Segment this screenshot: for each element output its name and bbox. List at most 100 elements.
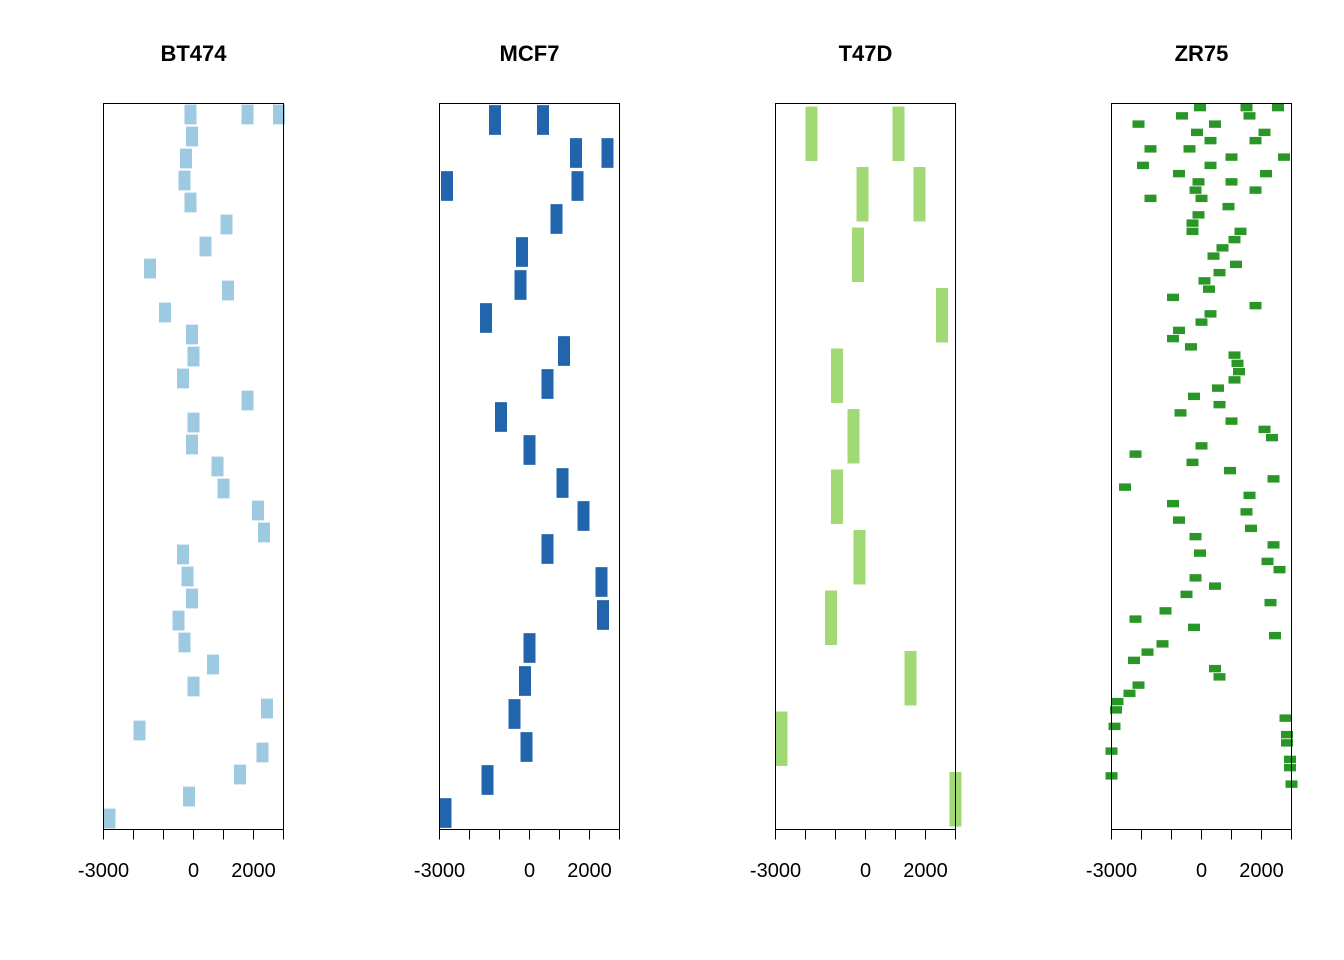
segment-mark — [441, 171, 453, 201]
panel-title: T47D — [839, 41, 893, 66]
segment-mark — [1266, 433, 1278, 442]
segment-mark — [1123, 689, 1136, 698]
segment-mark — [1230, 260, 1242, 269]
x-tick-label: 2000 — [903, 860, 948, 882]
segment-mark — [1279, 714, 1292, 722]
segment-mark — [1228, 235, 1241, 244]
segment-mark — [1264, 598, 1277, 607]
segment-mark — [1111, 697, 1124, 706]
segment-mark — [1194, 549, 1206, 557]
x-tick-label: 2000 — [1239, 860, 1284, 882]
segment-mark — [1185, 343, 1197, 351]
panel-title: ZR75 — [1175, 41, 1229, 66]
segment-mark — [570, 138, 582, 168]
segment-mark — [199, 236, 212, 257]
plot-frame — [439, 103, 620, 830]
segment-mark — [222, 280, 234, 301]
segment-mark — [256, 742, 269, 763]
segment-mark — [1186, 219, 1199, 227]
segment-mark — [1195, 442, 1208, 450]
segment-mark — [1144, 145, 1157, 153]
segment-mark — [1186, 458, 1199, 467]
segment-mark — [180, 148, 192, 169]
segment-mark — [1213, 673, 1226, 681]
segment-mark — [187, 676, 200, 697]
segment-mark — [831, 348, 843, 403]
segment-mark — [1267, 541, 1280, 549]
segment-mark — [831, 469, 843, 524]
segment-mark — [1159, 607, 1172, 615]
segment-mark — [1119, 483, 1131, 491]
segment-mark — [1258, 425, 1271, 434]
segment-mark — [133, 720, 146, 741]
segment-mark — [1243, 491, 1256, 500]
segment-mark — [1110, 706, 1122, 714]
segment-mark — [508, 699, 521, 729]
segment-mark — [144, 258, 156, 279]
x-tick-label: 2000 — [231, 860, 276, 882]
segment-mark — [1207, 252, 1220, 260]
segment-mark — [847, 409, 860, 464]
segment-mark — [489, 105, 501, 135]
segment-mark — [558, 336, 570, 366]
segment-mark — [1234, 227, 1247, 236]
panel-title: BT474 — [160, 41, 227, 66]
segment-mark — [514, 270, 527, 300]
segment-mark — [1225, 417, 1238, 425]
segment-mark — [1183, 145, 1196, 153]
segment-mark — [595, 567, 608, 597]
segment-mark — [1281, 730, 1293, 739]
segment-mark — [177, 544, 189, 565]
segment-mark — [853, 530, 866, 585]
segment-mark — [904, 651, 917, 706]
x-tick-label: -3000 — [1086, 860, 1137, 882]
segment-mark — [241, 390, 254, 411]
segment-mark — [1132, 681, 1145, 689]
segment-mark — [1180, 590, 1193, 599]
segment-mark — [261, 698, 273, 719]
segment-mark — [577, 501, 590, 531]
segment-mark — [1108, 722, 1121, 731]
segment-mark — [186, 324, 198, 345]
segment-mark — [1212, 384, 1224, 392]
segment-mark — [1213, 400, 1226, 409]
segment-mark — [1191, 128, 1203, 137]
segment-mark — [519, 666, 531, 696]
segment-mark — [234, 764, 246, 785]
segment-mark — [1260, 169, 1272, 178]
segment-mark — [1278, 153, 1290, 161]
segment-mark — [178, 170, 191, 191]
segment-mark — [1156, 640, 1169, 648]
segment-mark — [1284, 763, 1296, 772]
segment-mark — [103, 808, 116, 829]
segment-mark — [537, 105, 549, 135]
segment-mark — [1186, 227, 1199, 236]
segment-mark — [1204, 136, 1217, 145]
segment-mark — [523, 435, 536, 465]
segment-mark — [241, 104, 254, 125]
segment-mark — [1249, 136, 1262, 145]
segment-mark — [1195, 194, 1208, 203]
segment-mark — [187, 412, 200, 433]
segment-mark — [1188, 623, 1200, 632]
segment-mark — [1129, 450, 1142, 458]
segment-mark — [1188, 392, 1200, 401]
x-tick-label: 0 — [188, 860, 199, 882]
x-tick-label: -3000 — [750, 860, 801, 882]
segment-mark — [1173, 516, 1185, 524]
segment-mark — [571, 171, 584, 201]
segment-mark — [1228, 376, 1241, 384]
x-tick-label: -3000 — [78, 860, 129, 882]
segment-mark — [172, 610, 185, 631]
x-tick-label: 0 — [524, 860, 535, 882]
x-tick-label: 0 — [860, 860, 871, 882]
segment-mark — [1209, 120, 1221, 128]
x-tick-label: 0 — [1196, 860, 1207, 882]
panel-mcf7: MCF7 -3000 0 2000 — [414, 41, 620, 882]
segment-mark — [1216, 244, 1229, 252]
segment-mark — [186, 126, 198, 147]
segment-mark — [1173, 169, 1185, 178]
segment-mark — [1137, 161, 1149, 170]
segment-mark — [1194, 103, 1206, 112]
